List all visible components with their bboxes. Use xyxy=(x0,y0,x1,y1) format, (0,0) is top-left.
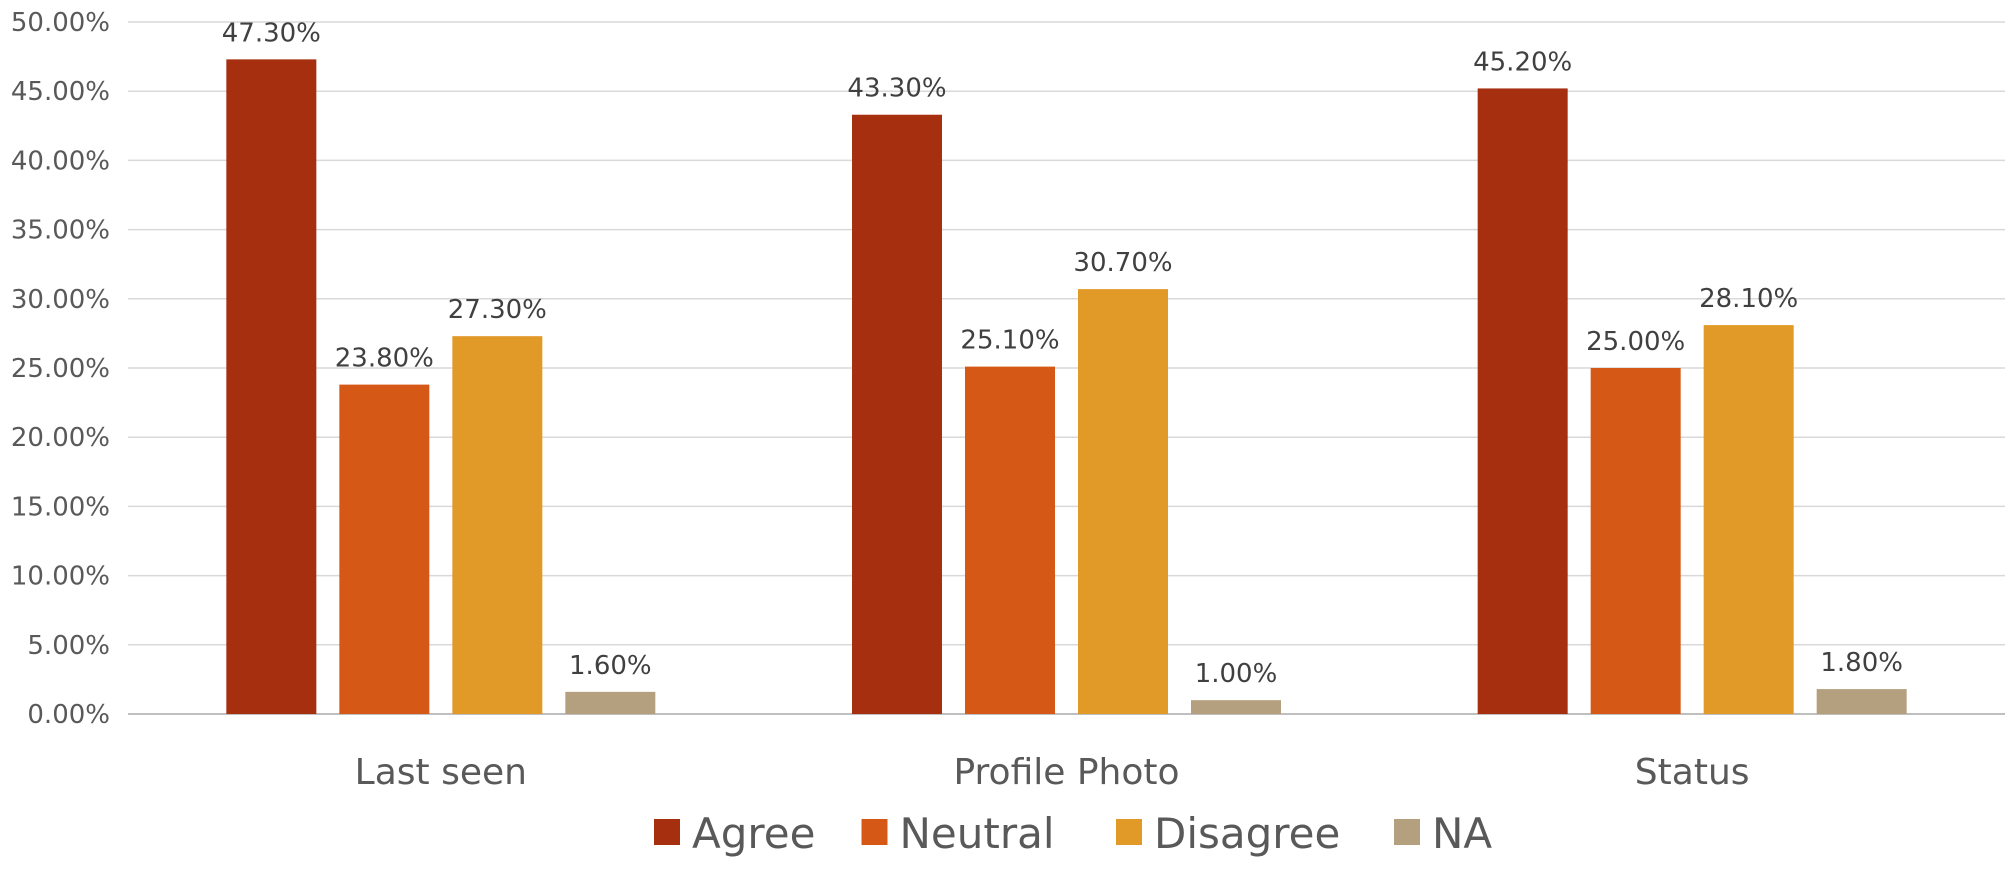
legend-label: NA xyxy=(1432,809,1492,858)
data-label: 25.10% xyxy=(960,326,1059,356)
data-label: 30.70% xyxy=(1073,248,1172,278)
y-axis-tick-labels: 0.00% 5.00% 10.00% 15.00% 20.00% 25.00% 30.00%… xyxy=(11,8,110,730)
category-label: Last seen xyxy=(355,752,527,793)
bar-agree xyxy=(852,114,942,714)
y-tick-label: 50.00% xyxy=(11,8,110,38)
bar-na xyxy=(565,691,656,714)
category-label: Status xyxy=(1635,752,1750,793)
bar-disagree xyxy=(1703,325,1794,714)
legend: Agree Neutral Disagree NA xyxy=(654,809,1492,858)
data-label: 28.10% xyxy=(1699,284,1798,314)
gridlines xyxy=(128,21,2005,715)
y-tick-label: 5.00% xyxy=(27,631,110,661)
data-label: 23.80% xyxy=(335,344,434,374)
data-label: 27.30% xyxy=(448,295,547,325)
legend-item: Neutral xyxy=(861,809,1055,858)
legend-item: NA xyxy=(1394,809,1492,858)
y-tick-label: 0.00% xyxy=(27,700,110,730)
legend-label: Neutral xyxy=(900,809,1055,858)
legend-swatch xyxy=(861,819,888,845)
bar-neutral xyxy=(339,384,430,714)
legend-item: Agree xyxy=(654,809,815,858)
data-labels: 47.30% 23.80% 27.30% 1.60% 43.30% 25.10% 30.70… xyxy=(222,18,1903,689)
bar-na xyxy=(1816,689,1907,714)
data-label: 1.00% xyxy=(1195,659,1278,689)
y-tick-label: 30.00% xyxy=(11,285,110,315)
data-label: 1.60% xyxy=(569,651,652,681)
bar-agree xyxy=(1477,88,1568,714)
data-label: 47.30% xyxy=(222,18,321,48)
bar-disagree xyxy=(452,336,543,714)
data-label: 25.00% xyxy=(1586,327,1685,357)
x-axis-category-labels: Last seen Profile Photo Status xyxy=(355,752,1750,793)
y-tick-label: 40.00% xyxy=(11,146,110,176)
bar-na xyxy=(1191,700,1281,714)
legend-label: Agree xyxy=(692,809,815,858)
y-tick-label: 25.00% xyxy=(11,354,110,384)
bar-neutral xyxy=(1590,368,1681,714)
legend-item: Disagree xyxy=(1116,809,1340,858)
bars xyxy=(226,59,1907,715)
bar-neutral xyxy=(965,366,1055,714)
legend-swatch xyxy=(1116,819,1142,845)
data-label: 45.20% xyxy=(1473,47,1572,77)
category-label: Profile Photo xyxy=(953,752,1179,793)
legend-swatch xyxy=(654,819,680,845)
data-label: 43.30% xyxy=(847,74,946,104)
data-label: 1.80% xyxy=(1820,648,1903,678)
legend-swatch xyxy=(1394,819,1420,845)
y-tick-label: 20.00% xyxy=(11,423,110,453)
y-tick-label: 35.00% xyxy=(11,216,110,246)
bar-disagree xyxy=(1078,289,1168,714)
y-tick-label: 15.00% xyxy=(11,492,110,522)
bar-agree xyxy=(226,59,317,715)
y-tick-label: 45.00% xyxy=(11,77,110,107)
legend-label: Disagree xyxy=(1154,809,1340,858)
y-tick-label: 10.00% xyxy=(11,562,110,592)
